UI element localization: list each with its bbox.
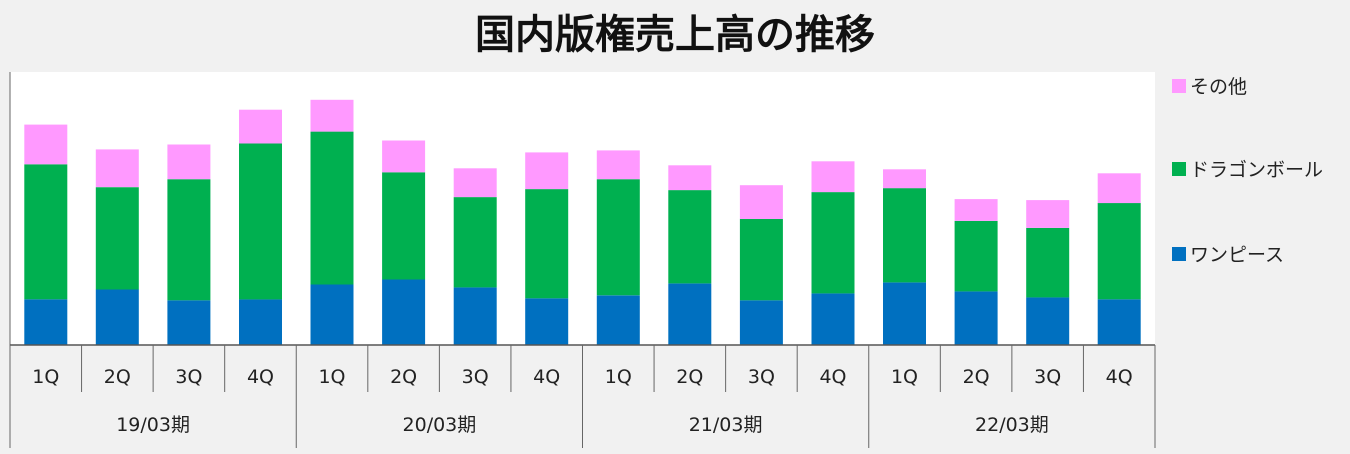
x-tick-label: 1Q	[605, 366, 632, 388]
bar-other	[739, 185, 783, 219]
legend-label-onepiece: ワンピース	[1190, 244, 1285, 266]
x-tick-label: 3Q	[748, 366, 775, 388]
bar-dragonball	[167, 179, 211, 301]
bar-other	[1097, 173, 1141, 204]
x-tick-label: 3Q	[175, 366, 202, 388]
bar-other	[954, 199, 998, 221]
bar-dragonball	[310, 131, 354, 285]
x-tick-label: 4Q	[533, 366, 560, 388]
bar-other	[167, 144, 211, 180]
bar-dragonball	[596, 179, 640, 296]
bar-other	[1026, 200, 1070, 228]
bar-dragonball	[739, 218, 783, 301]
x-tick-label: 1Q	[32, 366, 59, 388]
bar-onepiece	[883, 282, 926, 345]
x-group-label: 19/03期	[116, 414, 190, 436]
x-tick-label: 2Q	[390, 366, 417, 388]
bar-other	[382, 140, 426, 173]
bar-dragonball	[1097, 203, 1141, 300]
bar-other	[811, 161, 855, 193]
bar-other	[883, 169, 926, 189]
x-tick-label: 1Q	[891, 366, 918, 388]
bar-onepiece	[239, 299, 282, 345]
bar-onepiece	[310, 284, 354, 345]
bar-onepiece	[525, 298, 569, 345]
legend-swatch-other	[1172, 79, 1186, 93]
bar-dragonball	[1026, 227, 1070, 298]
bar-dragonball	[95, 187, 139, 290]
x-tick-label: 3Q	[462, 366, 489, 388]
bar-other	[239, 109, 282, 144]
legend-swatch-onepiece	[1172, 247, 1186, 261]
bar-dragonball	[811, 192, 855, 294]
x-tick-label: 3Q	[1034, 366, 1061, 388]
bar-dragonball	[453, 197, 497, 288]
legend-label-dragonball: ドラゴンボール	[1190, 159, 1324, 181]
bar-other	[24, 124, 68, 165]
bar-dragonball	[239, 143, 282, 300]
bar-onepiece	[1097, 299, 1141, 345]
x-group-label: 22/03期	[975, 414, 1049, 436]
bar-onepiece	[382, 279, 426, 345]
bar-dragonball	[883, 188, 926, 283]
bar-onepiece	[596, 295, 640, 345]
bar-onepiece	[24, 299, 68, 345]
x-group-label: 20/03期	[403, 414, 477, 436]
bar-other	[95, 149, 139, 188]
x-tick-label: 2Q	[104, 366, 131, 388]
legend-swatch-dragonball	[1172, 162, 1186, 176]
x-tick-label: 4Q	[819, 366, 846, 388]
chart-title: 国内版権売上高の推移	[475, 12, 875, 58]
bar-other	[668, 165, 712, 191]
bar-other	[525, 152, 569, 190]
x-group-label: 21/03期	[689, 414, 763, 436]
bar-dragonball	[668, 190, 712, 284]
bar-onepiece	[954, 291, 998, 345]
x-tick-label: 4Q	[1106, 366, 1133, 388]
legend-item-dragonball: ドラゴンボール	[1170, 155, 1350, 181]
legend-item-onepiece: ワンピース	[1170, 240, 1350, 266]
bar-dragonball	[525, 189, 569, 299]
bar-other	[596, 150, 640, 180]
bar-dragonball	[382, 172, 426, 280]
bar-onepiece	[739, 300, 783, 345]
bar-onepiece	[95, 289, 139, 345]
bar-other	[453, 168, 497, 198]
x-tick-label: 2Q	[963, 366, 990, 388]
bar-onepiece	[167, 300, 211, 345]
x-tick-label: 4Q	[247, 366, 274, 388]
x-tick-label: 2Q	[676, 366, 703, 388]
legend-label-other: その他	[1190, 76, 1248, 98]
bar-onepiece	[1026, 297, 1070, 345]
legend-item-other: その他	[1170, 72, 1350, 98]
bar-dragonball	[954, 220, 998, 292]
bar-dragonball	[24, 164, 68, 300]
bar-onepiece	[668, 283, 712, 345]
x-tick-label: 1Q	[318, 366, 345, 388]
bar-onepiece	[811, 293, 855, 345]
bar-other	[310, 99, 354, 132]
bar-onepiece	[453, 287, 497, 345]
